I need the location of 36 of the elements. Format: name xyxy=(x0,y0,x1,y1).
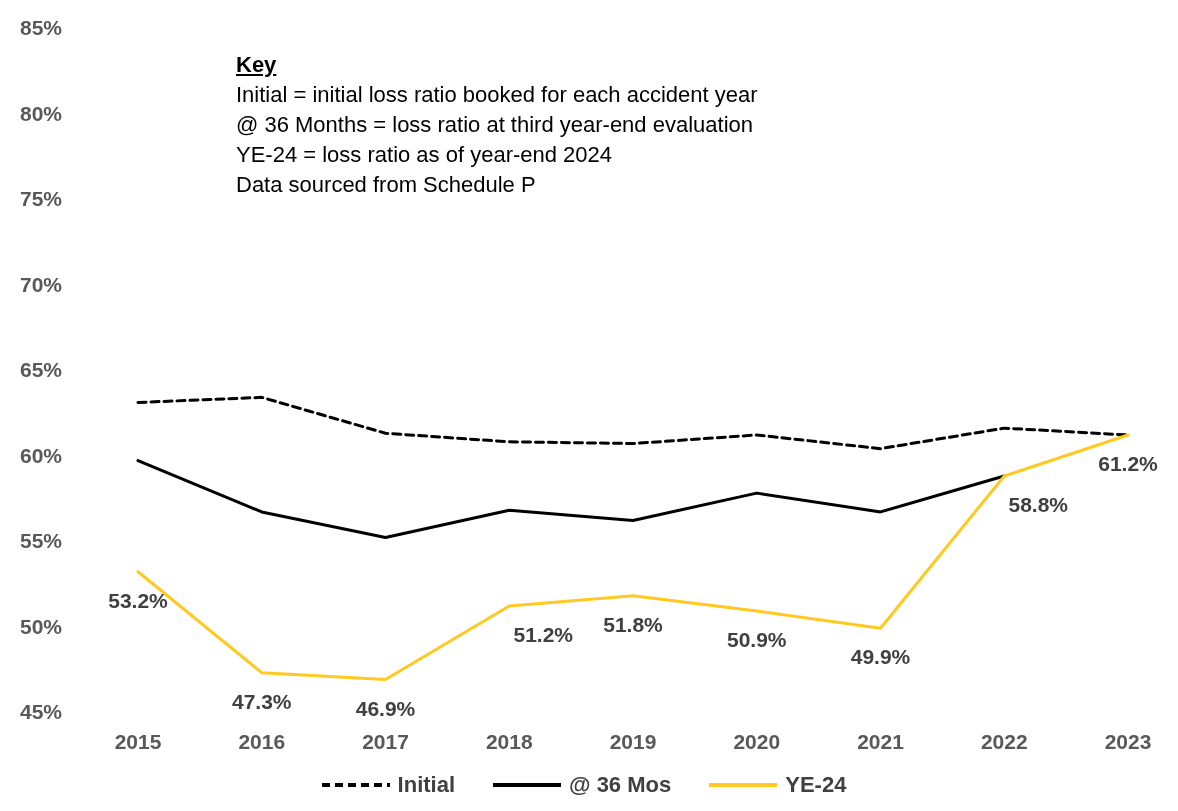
legend-label: Initial xyxy=(397,772,456,798)
x-tick-label: 2019 xyxy=(609,729,657,753)
data-label: 49.9% xyxy=(850,645,911,669)
y-tick-label: 50% xyxy=(20,614,63,638)
data-label: 46.9% xyxy=(355,696,416,720)
x-tick-label: 2022 xyxy=(980,729,1028,753)
x-tick-label: 2021 xyxy=(857,729,905,753)
x-tick-label: 2017 xyxy=(362,729,409,753)
legend-label: YE-24 xyxy=(785,772,847,798)
y-tick-label: 70% xyxy=(20,272,63,296)
annotation: @ 36 Months = loss ratio at third year-end evaluation xyxy=(236,111,754,139)
y-tick-label: 55% xyxy=(20,529,63,553)
annotation: Data sourced from Schedule P xyxy=(236,171,537,199)
annotation: Initial = initial loss ratio booked for each accident year xyxy=(236,81,758,109)
x-tick-label: 2023 xyxy=(1104,729,1152,753)
y-tick-label: 45% xyxy=(20,700,63,724)
x-tick-label: 2015 xyxy=(114,729,162,753)
data-label: 50.9% xyxy=(726,628,787,652)
data-label: 51.2% xyxy=(513,622,574,646)
y-tick-label: 85% xyxy=(20,16,63,40)
y-tick-label: 65% xyxy=(20,358,63,382)
x-tick-label: 2016 xyxy=(238,729,286,753)
data-label: 47.3% xyxy=(231,689,292,713)
y-tick-label: 80% xyxy=(20,101,63,125)
annotation: Key xyxy=(236,51,278,79)
data-label: 53.2% xyxy=(108,588,169,612)
line-series xyxy=(136,459,1006,540)
data-label: 61.2% xyxy=(1098,451,1159,475)
data-label: 58.8% xyxy=(1008,493,1069,517)
x-tick-label: 2018 xyxy=(485,729,533,753)
annotation: YE-24 = loss ratio as of year-end 2024 xyxy=(236,141,614,169)
data-label: 51.8% xyxy=(603,612,664,636)
y-tick-label: 75% xyxy=(20,187,63,211)
x-tick-label: 2020 xyxy=(733,729,781,753)
legend-label: @ 36 Mos xyxy=(569,772,672,798)
y-tick-label: 60% xyxy=(20,443,63,467)
